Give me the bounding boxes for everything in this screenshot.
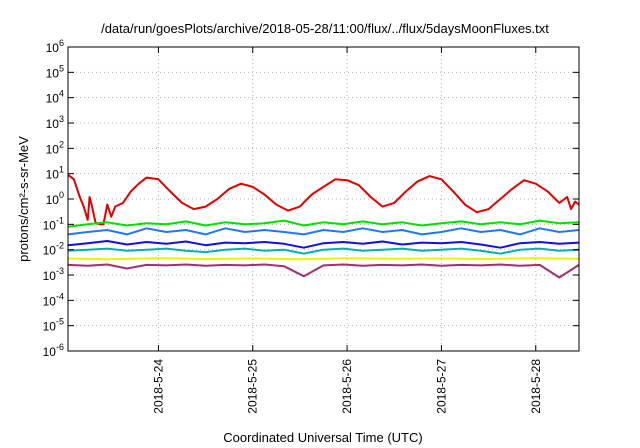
- y-tick-exponent: 6: [59, 38, 64, 48]
- y-tick-label: 105: [46, 63, 64, 80]
- y-tick-base: 10: [43, 294, 57, 308]
- series-line-1: [67, 174, 580, 226]
- y-tick-base: 10: [43, 269, 57, 283]
- x-tick-label: 2018-5-27: [434, 359, 448, 414]
- y-tick-label: 101: [46, 165, 64, 182]
- y-tick-base: 10: [46, 168, 60, 182]
- y-tick-label: 104: [46, 89, 64, 106]
- series-line-6: [67, 257, 580, 261]
- y-tick-exponent: 1: [59, 165, 64, 175]
- y-tick-exponent: -6: [56, 342, 64, 352]
- y-tick-base: 10: [46, 117, 60, 131]
- x-axis-label: Coordinated Universal Time (UTC): [223, 430, 422, 445]
- y-tick-base: 10: [46, 193, 60, 207]
- series-line-3: [67, 227, 580, 236]
- x-axis-ticks: 2018-5-24 2018-5-25 2018-5-26 2018-5-27 2018…: [151, 47, 543, 414]
- series-line-5: [67, 247, 580, 255]
- series-line-4: [67, 240, 580, 249]
- y-tick-exponent: -3: [56, 266, 64, 276]
- series-line-2: [67, 219, 580, 228]
- y-tick-base: 10: [43, 218, 57, 232]
- y-tick-base: 10: [46, 92, 60, 106]
- y-tick-exponent: -4: [56, 291, 64, 301]
- y-tick-label: 10-3: [43, 266, 64, 283]
- y-tick-base: 10: [43, 345, 57, 359]
- y-tick-label: 10-4: [43, 291, 64, 308]
- x-tick-label: 2018-5-24: [151, 359, 165, 414]
- y-tick-exponent: 2: [59, 139, 64, 149]
- y-tick-base: 10: [43, 320, 57, 334]
- x-tick-label: 2018-5-26: [340, 359, 354, 414]
- y-tick-label: 10-2: [43, 241, 64, 258]
- y-tick-label: 10-6: [43, 342, 64, 359]
- y-tick-label: 103: [46, 114, 64, 131]
- chart-title: /data/run/goesPlots/archive/2018-05-28/1…: [101, 21, 549, 36]
- y-tick-exponent: -5: [56, 317, 64, 327]
- y-axis-label: protons/cm²-s-sr-MeV: [16, 136, 31, 262]
- x-tick-label: 2018-5-25: [246, 359, 260, 414]
- y-tick-exponent: -1: [56, 215, 64, 225]
- series-line-7: [67, 263, 580, 279]
- y-tick-base: 10: [43, 244, 57, 258]
- y-axis-ticks: 10-610-510-410-310-210-11001011021031041…: [43, 38, 579, 359]
- y-tick-exponent: 0: [59, 190, 64, 200]
- y-tick-exponent: 3: [59, 114, 64, 124]
- y-tick-label: 102: [46, 139, 64, 156]
- y-tick-exponent: 4: [59, 89, 64, 99]
- y-tick-label: 100: [46, 190, 64, 207]
- y-tick-base: 10: [46, 41, 60, 55]
- y-tick-label: 10-1: [43, 215, 64, 232]
- grid-lines: [68, 47, 579, 351]
- y-tick-base: 10: [46, 142, 60, 156]
- y-tick-label: 106: [46, 38, 64, 55]
- series-layer: [67, 174, 580, 279]
- y-tick-base: 10: [46, 66, 60, 80]
- x-tick-label: 2018-5-28: [529, 359, 543, 414]
- y-tick-exponent: -2: [56, 241, 64, 251]
- y-tick-exponent: 5: [59, 63, 64, 73]
- y-tick-label: 10-5: [43, 317, 64, 334]
